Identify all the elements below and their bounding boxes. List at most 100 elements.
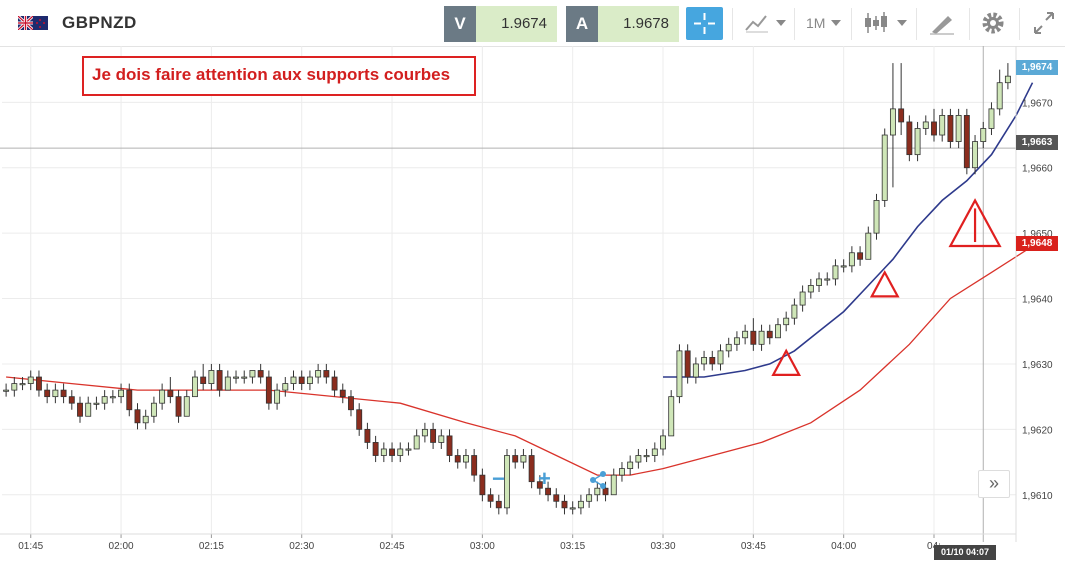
time-tick-label: 02:15	[199, 541, 224, 552]
candle	[348, 390, 354, 417]
candle	[980, 121, 987, 149]
chart-toolbar: GBPNZD V 1.9674 A 1.9678 1M	[0, 0, 1065, 47]
candle-body	[265, 376, 272, 404]
candle-body	[610, 474, 617, 496]
candle	[504, 448, 510, 515]
candle-body	[200, 376, 207, 384]
candle	[512, 448, 519, 469]
candle	[1004, 63, 1011, 90]
zoom-out-button[interactable]: −	[492, 466, 505, 491]
candle-body	[339, 389, 346, 398]
candle-body	[881, 134, 888, 201]
fullscreen-icon[interactable]	[1032, 10, 1056, 36]
candle-body	[963, 115, 970, 169]
candle-body	[906, 121, 913, 156]
candle	[389, 442, 395, 463]
time-tick-label: 02:45	[380, 541, 405, 552]
candlestick-caret[interactable]	[897, 20, 907, 26]
candle-body	[364, 428, 371, 443]
time-tick-label: 02:30	[289, 541, 314, 552]
candle	[208, 363, 215, 391]
zoom-in-button[interactable]: +	[538, 466, 551, 491]
candle	[766, 324, 773, 345]
candle	[676, 344, 683, 404]
alert-triangle-icon	[948, 198, 1002, 248]
candle	[668, 390, 675, 437]
candle-body	[315, 370, 322, 378]
candle	[446, 429, 453, 463]
candle-body	[807, 285, 814, 293]
candle	[224, 370, 231, 391]
candle	[495, 494, 502, 515]
chart-type-icon[interactable]	[744, 10, 772, 36]
candle-body	[848, 252, 855, 267]
chart-type-caret[interactable]	[776, 20, 786, 26]
candle-body	[380, 448, 387, 456]
candle	[413, 429, 420, 450]
candle-body	[167, 389, 174, 398]
candle-body	[709, 357, 716, 365]
candle-body	[660, 435, 666, 450]
candle	[783, 311, 790, 332]
candle-body	[799, 291, 806, 306]
scroll-to-latest-button[interactable]: »	[978, 470, 1010, 498]
candle-body	[413, 435, 420, 450]
crosshair-button[interactable]	[686, 7, 723, 40]
candle	[200, 363, 207, 391]
gear-icon[interactable]	[980, 10, 1006, 36]
candle	[77, 396, 83, 423]
candle	[758, 324, 765, 351]
timeframe-caret[interactable]	[831, 20, 841, 26]
candle-body	[216, 370, 223, 391]
candle-body	[233, 376, 239, 379]
timeframe-selector[interactable]: 1M	[806, 15, 826, 31]
candle-body	[775, 324, 781, 339]
candle	[3, 383, 10, 397]
zoom-controls: − +	[480, 462, 610, 496]
crosshair-price-tag: 1,9663	[1016, 135, 1058, 150]
candle	[118, 383, 125, 404]
buy-price-button[interactable]: A 1.9678	[566, 6, 679, 42]
candle	[44, 383, 51, 404]
candle-body	[865, 232, 872, 260]
price-tick-label: 1,9640	[1022, 295, 1053, 306]
candle	[610, 468, 617, 496]
candle	[733, 331, 740, 351]
time-tick-label: 04:	[927, 541, 941, 552]
share-icon[interactable]	[588, 470, 608, 490]
candle	[93, 396, 100, 410]
toolbar-divider	[916, 8, 917, 40]
candle-body	[766, 330, 773, 339]
candle-body	[857, 252, 864, 260]
candle-body	[635, 455, 642, 463]
candle-body	[282, 383, 289, 391]
candle	[553, 488, 560, 508]
candle-body	[274, 389, 281, 404]
candle-body	[536, 481, 543, 489]
candle-body	[44, 389, 51, 398]
candle-body	[77, 402, 83, 417]
candle	[11, 377, 18, 397]
candle-body	[651, 448, 658, 456]
candle	[405, 442, 412, 456]
candle	[438, 429, 445, 449]
sell-tag: V	[444, 6, 476, 42]
candle-body	[627, 461, 634, 469]
candlestick-icon[interactable]	[862, 10, 890, 36]
candle-body	[1004, 75, 1011, 84]
candle-body	[889, 108, 896, 136]
candle-body	[619, 468, 625, 476]
candle-body	[241, 376, 248, 379]
candle	[709, 350, 716, 371]
candle	[462, 448, 469, 469]
sell-price-button[interactable]: V 1.9674	[444, 6, 557, 42]
candle-body	[298, 376, 305, 384]
candle	[996, 69, 1003, 116]
candle	[454, 448, 461, 469]
candle-body	[832, 265, 839, 280]
candle-body	[553, 494, 560, 502]
candle	[175, 390, 182, 423]
drawing-tools-icon[interactable]	[928, 10, 956, 36]
candle-body	[840, 265, 847, 268]
price-chart[interactable]: 1,9670 1,9660 1,9650 1,9640 1,9630 1,9620 1,96…	[0, 46, 1065, 565]
